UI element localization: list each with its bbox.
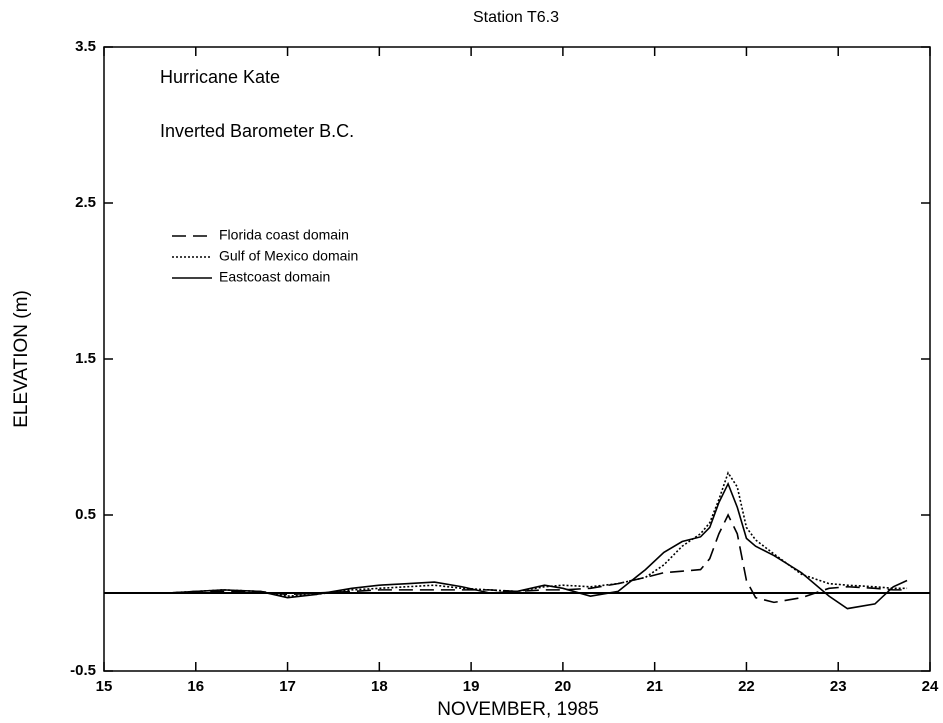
x-tick-label: 18 xyxy=(371,678,388,695)
x-tick-label: 15 xyxy=(96,678,113,695)
annotation: Hurricane Kate xyxy=(160,67,280,87)
y-tick-label: 3.5 xyxy=(75,38,96,55)
y-axis-title: ELEVATION (m) xyxy=(11,290,32,428)
x-tick-label: 17 xyxy=(279,678,296,695)
x-axis-title: NOVEMBER, 1985 xyxy=(437,699,599,720)
y-tick-label: 2.5 xyxy=(75,194,96,211)
series-line xyxy=(168,481,908,610)
y-tick-label: -0.5 xyxy=(70,662,96,679)
series-line xyxy=(168,471,908,597)
x-tick-label: 24 xyxy=(922,678,939,695)
x-tick-label: 16 xyxy=(187,678,204,695)
legend-label: Eastcoast domain xyxy=(219,269,330,285)
legend-label: Gulf of Mexico domain xyxy=(219,248,358,264)
x-tick-label: 19 xyxy=(463,678,480,695)
y-tick-label: 0.5 xyxy=(75,506,96,523)
x-tick-label: 21 xyxy=(646,678,663,695)
series-line xyxy=(168,513,908,604)
x-tick-label: 22 xyxy=(738,678,755,695)
legend-label: Florida coast domain xyxy=(219,227,349,243)
x-tick-label: 23 xyxy=(830,678,847,695)
x-tick-label: 20 xyxy=(555,678,572,695)
y-tick-label: 1.5 xyxy=(75,350,96,367)
annotation: Inverted Barometer B.C. xyxy=(160,121,354,141)
chart-title: Station T6.3 xyxy=(473,9,559,26)
